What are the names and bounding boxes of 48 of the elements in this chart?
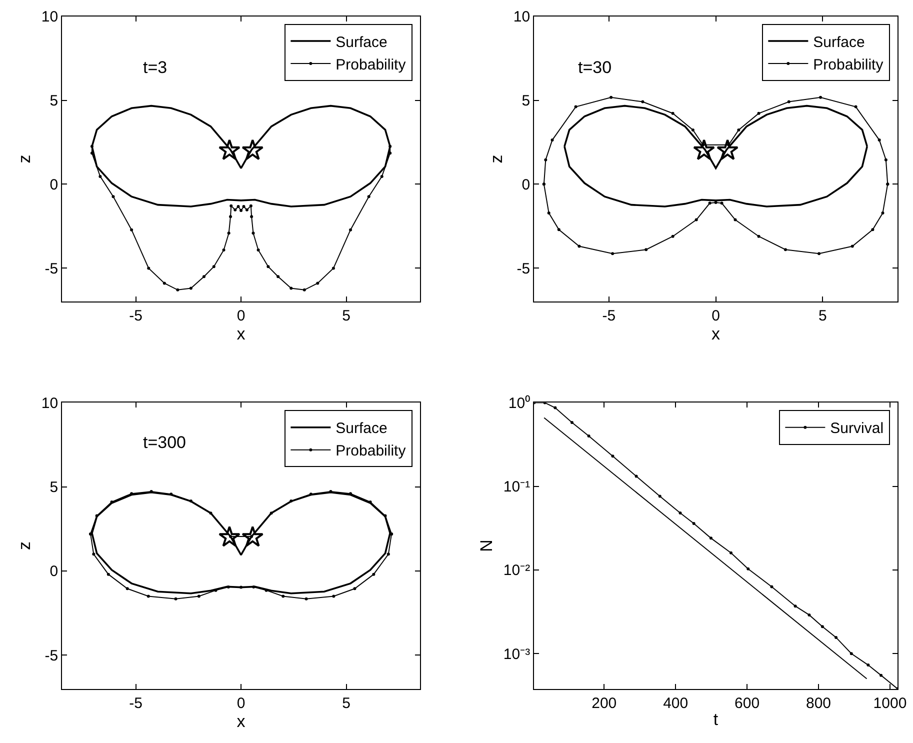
x-tick-label: -5 (602, 308, 616, 325)
x-tick-label: -5 (129, 694, 142, 712)
y-axis-title: z (14, 154, 34, 164)
y-tick-label: 0 (50, 176, 58, 194)
x-tick-label: -5 (129, 308, 142, 325)
y-tick-label: 10⁰ (508, 394, 530, 412)
y-tick-label: 0 (522, 176, 530, 194)
legend-label: Probability (336, 442, 406, 460)
y-tick-label: 5 (50, 479, 58, 496)
x-tick-label: 400 (663, 694, 688, 712)
x-axis-title: x (236, 324, 246, 344)
legend-label: Surface (336, 34, 388, 51)
x-tick-label: 0 (236, 308, 246, 325)
y-tick-label: 10⁻² (503, 562, 530, 580)
x-tick-label: 600 (734, 694, 760, 712)
y-tick-label: -5 (516, 260, 530, 278)
legend-label: Surface (813, 34, 865, 51)
y-tick-label: 10 (513, 8, 530, 26)
y-axis-title: z (14, 541, 34, 550)
y-axis-title: z (486, 154, 506, 164)
legend-label: Probability (813, 56, 884, 74)
x-tick-label: 5 (342, 694, 350, 712)
annotation: t=30 (578, 58, 612, 77)
x-tick-label: 200 (592, 694, 617, 712)
annotation: t=3 (143, 58, 168, 77)
x-axis-title: t (713, 710, 718, 730)
y-tick-label: 10⁻³ (503, 646, 530, 663)
legend-label: Survival (830, 420, 884, 438)
x-tick-label: 1000 (873, 694, 907, 712)
x-tick-label: 5 (818, 308, 827, 325)
legend-label: Probability (336, 56, 406, 74)
x-tick-label: 0 (712, 308, 720, 325)
y-tick-label: -5 (44, 647, 58, 664)
y-axis-title: N (476, 540, 496, 552)
annotation: t=300 (143, 433, 186, 452)
legend-label: Surface (336, 420, 388, 438)
y-tick-label: 10 (41, 394, 58, 412)
y-tick-label: 10 (41, 8, 58, 26)
x-axis-title: x (236, 712, 246, 731)
y-tick-label: 5 (50, 92, 58, 110)
y-tick-label: 5 (522, 92, 530, 110)
x-tick-label: 0 (236, 694, 246, 712)
y-tick-label: 10⁻¹ (503, 478, 530, 496)
x-tick-label: 5 (342, 308, 350, 325)
y-tick-label: -5 (44, 260, 58, 278)
x-axis-title: x (712, 324, 721, 344)
y-tick-label: 0 (50, 563, 58, 580)
x-tick-label: 800 (806, 694, 832, 712)
